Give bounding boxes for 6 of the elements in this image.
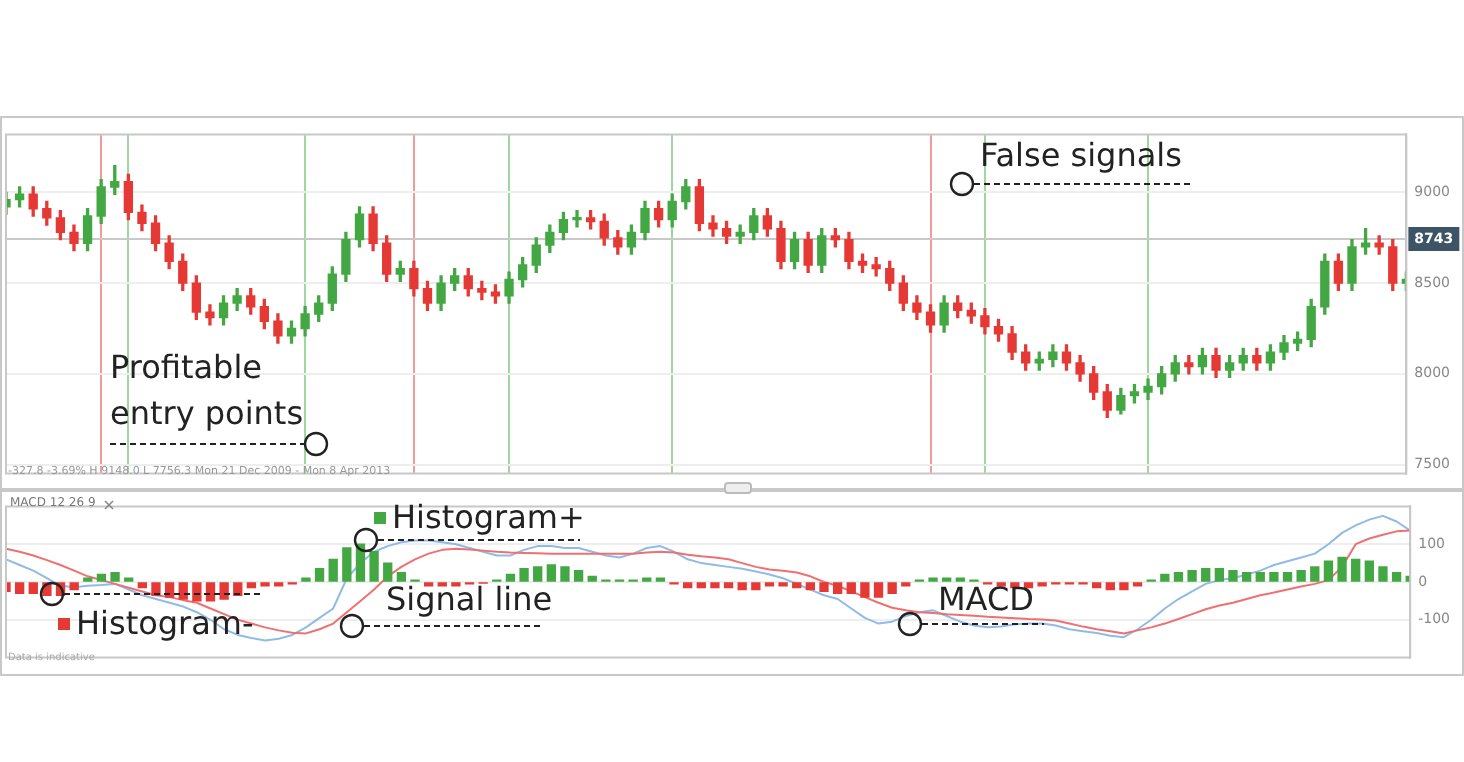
- annotation: False signals: [980, 134, 1182, 178]
- series-label: Signal line: [386, 580, 553, 618]
- legend-label: Histogram+: [392, 498, 585, 536]
- legend-label: Histogram-: [76, 604, 254, 642]
- annotation: Profitable entry points: [110, 346, 306, 437]
- series-label: MACD: [938, 580, 1034, 618]
